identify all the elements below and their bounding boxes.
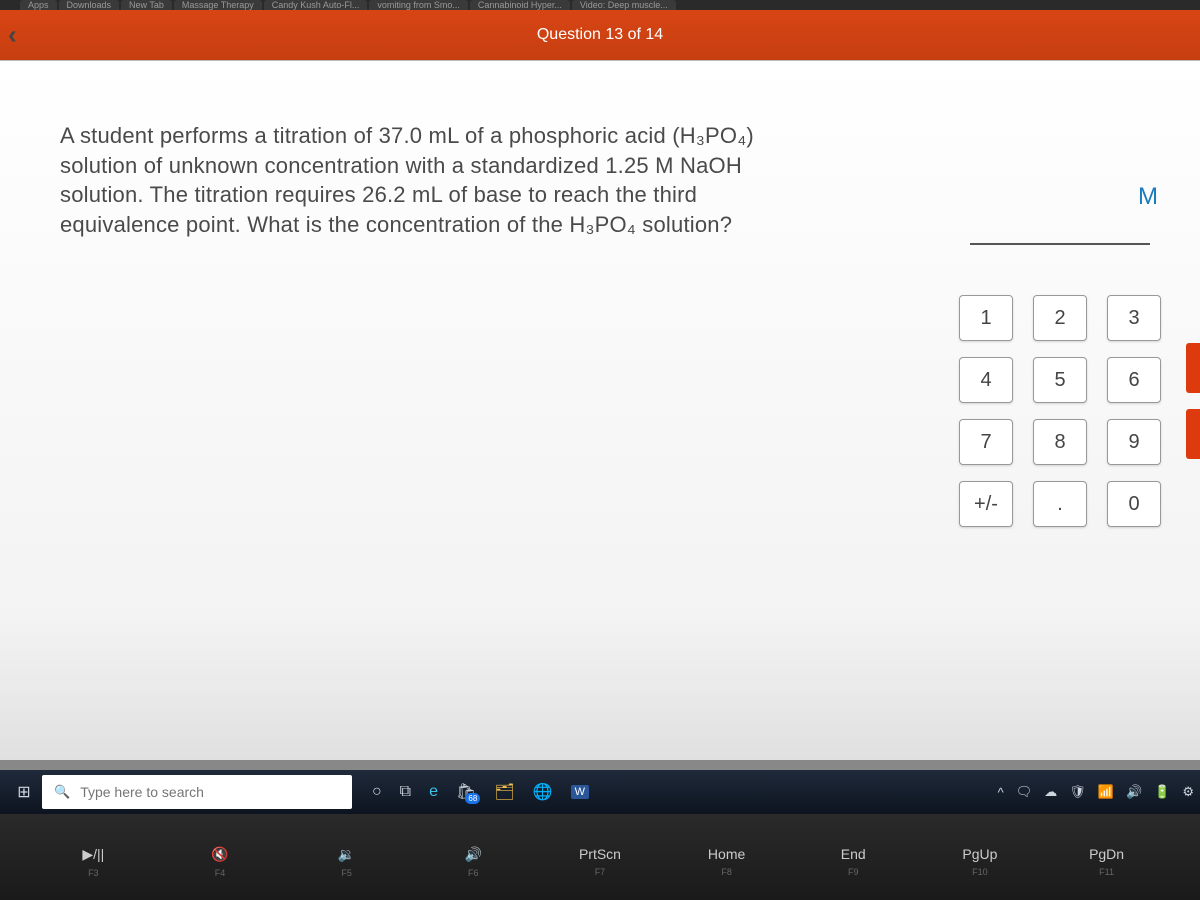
- numpad-5[interactable]: 5: [1033, 357, 1087, 403]
- taskbar-search[interactable]: 🔍: [42, 775, 352, 809]
- tab[interactable]: Cannabinoid Hyper...: [470, 0, 570, 10]
- answer-input[interactable]: M: [970, 211, 1150, 245]
- unit-label: M: [1138, 183, 1158, 211]
- numpad-3[interactable]: 3: [1107, 295, 1161, 341]
- numpad-sign[interactable]: +/-: [959, 481, 1013, 527]
- numpad-4[interactable]: 4: [959, 357, 1013, 403]
- kb-f4: 🔇F4: [185, 846, 255, 879]
- content-area: A student performs a titration of 37.0 m…: [0, 60, 1200, 760]
- tray-chevron-icon[interactable]: ^: [998, 785, 1004, 800]
- search-icon: 🔍: [54, 784, 70, 800]
- side-tab-2[interactable]: [1186, 409, 1200, 459]
- edge-icon[interactable]: e: [429, 783, 438, 801]
- windows-taskbar: ⊞ 🔍 ○ ⧉ e 🛍 🗂 🌐 W ^ 🗨 ☁ 🛡 📶 🔊 🔋 ⚙: [0, 770, 1200, 814]
- back-button[interactable]: ‹: [8, 20, 17, 51]
- kb-f11: PgDnF11: [1072, 846, 1142, 878]
- start-button[interactable]: ⊞: [6, 774, 42, 810]
- answer-panel: M 1 2 3 4 5 6 7 8 9 +/- . 0: [940, 211, 1180, 527]
- kb-f7: PrtScnF7: [565, 846, 635, 878]
- wifi-icon[interactable]: 📶: [1098, 784, 1114, 800]
- tab[interactable]: Massage Therapy: [174, 0, 262, 10]
- onedrive-icon[interactable]: ☁: [1044, 784, 1057, 800]
- tab[interactable]: Candy Kush Auto-Fl...: [264, 0, 368, 10]
- task-view-icon[interactable]: ⧉: [400, 783, 411, 801]
- tab[interactable]: Video: Deep muscle...: [572, 0, 676, 10]
- side-tab-1[interactable]: [1186, 343, 1200, 393]
- numpad-decimal[interactable]: .: [1033, 481, 1087, 527]
- numpad: 1 2 3 4 5 6 7 8 9 +/- . 0: [940, 295, 1180, 527]
- security-icon[interactable]: 🛡: [1069, 784, 1086, 800]
- kb-f8: HomeF8: [692, 846, 762, 878]
- system-tray: ^ 🗨 ☁ 🛡 📶 🔊 🔋 ⚙: [998, 784, 1194, 800]
- tab[interactable]: New Tab: [121, 0, 172, 10]
- numpad-1[interactable]: 1: [959, 295, 1013, 341]
- tab[interactable]: Apps: [20, 0, 57, 10]
- chrome-icon[interactable]: 🌐: [533, 782, 553, 802]
- tab[interactable]: Downloads: [59, 0, 120, 10]
- numpad-9[interactable]: 9: [1107, 419, 1161, 465]
- kb-f9: EndF9: [818, 846, 888, 878]
- kb-f3: ▶/||F3: [58, 846, 128, 879]
- power-icon[interactable]: 🔋: [1154, 784, 1170, 800]
- numpad-2[interactable]: 2: [1033, 295, 1087, 341]
- physical-keyboard: ▶/||F3 🔇F4 🔉F5 🔊F6 PrtScnF7 HomeF8 EndF9…: [0, 814, 1200, 900]
- word-icon[interactable]: W: [571, 785, 589, 799]
- kb-f5: 🔉F5: [312, 846, 382, 879]
- question-counter: Question 13 of 14: [537, 26, 663, 44]
- numpad-8[interactable]: 8: [1033, 419, 1087, 465]
- question-text: A student performs a titration of 37.0 m…: [60, 121, 800, 240]
- search-input[interactable]: [80, 784, 340, 800]
- numpad-7[interactable]: 7: [959, 419, 1013, 465]
- battery-icon[interactable]: 🗨: [1016, 784, 1033, 800]
- volume-icon[interactable]: 🔊: [1126, 784, 1142, 800]
- kb-f6: 🔊F6: [438, 846, 508, 879]
- store-icon[interactable]: 🛍: [456, 782, 476, 802]
- settings-icon[interactable]: ⚙: [1182, 784, 1194, 800]
- cortana-icon[interactable]: ○: [372, 783, 382, 801]
- numpad-0[interactable]: 0: [1107, 481, 1161, 527]
- quiz-header: ‹ Question 13 of 14: [0, 10, 1200, 60]
- kb-f10: PgUpF10: [945, 846, 1015, 878]
- taskbar-pinned: ○ ⧉ e 🛍 🗂 🌐 W: [372, 782, 589, 802]
- browser-tab-strip: Apps Downloads New Tab Massage Therapy C…: [0, 0, 1200, 10]
- numpad-6[interactable]: 6: [1107, 357, 1161, 403]
- tab[interactable]: vomiting from Smo...: [369, 0, 468, 10]
- explorer-icon[interactable]: 🗂: [494, 782, 514, 802]
